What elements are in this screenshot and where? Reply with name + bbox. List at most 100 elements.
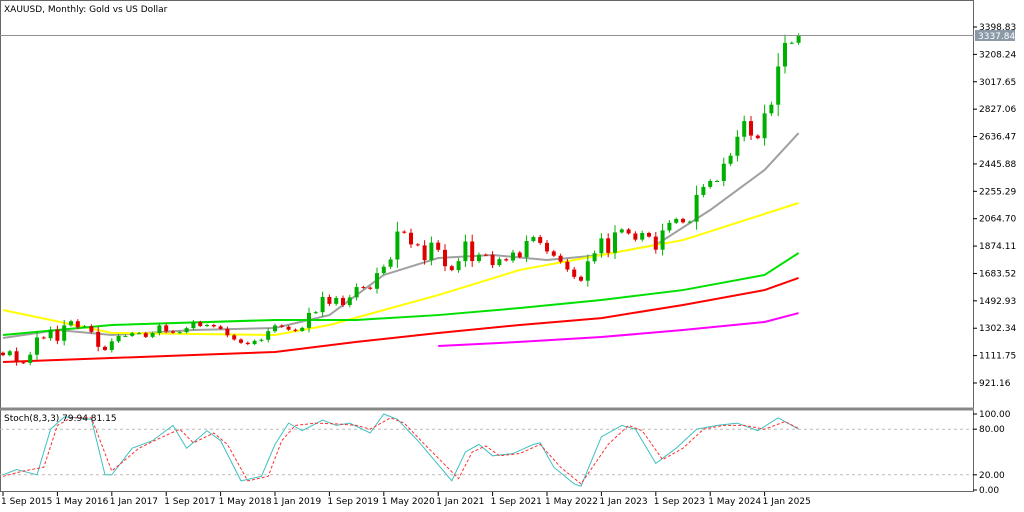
candle-body bbox=[198, 322, 203, 326]
candle-body bbox=[89, 326, 94, 332]
candle-body bbox=[157, 325, 162, 334]
candle-body bbox=[769, 104, 774, 114]
x-tick-label: 1 May 2024 bbox=[708, 497, 761, 507]
x-tick-label: 1 May 2016 bbox=[55, 497, 108, 507]
candle-body bbox=[177, 332, 182, 334]
y-tick-label: 3398.83 bbox=[979, 23, 1016, 33]
candle-body bbox=[150, 333, 155, 337]
x-tick-label: 1 Sep 2017 bbox=[164, 497, 215, 507]
candle-body bbox=[613, 232, 617, 253]
candle-body bbox=[551, 251, 556, 256]
candle-body bbox=[538, 237, 543, 243]
candle-body bbox=[7, 351, 12, 356]
candle-body bbox=[572, 269, 577, 277]
candle-body bbox=[429, 242, 434, 261]
x-tick-label: 1 Jan 2021 bbox=[436, 497, 484, 507]
candle-body bbox=[320, 296, 325, 313]
x-tick-label: 1 May 2018 bbox=[219, 497, 272, 507]
candle-body bbox=[449, 266, 454, 271]
price-axis: 3398.83 3208.24 3017.65 2827.06 2636.47 2445.… bbox=[973, 23, 1016, 389]
candle-body bbox=[721, 163, 726, 182]
candle-body bbox=[728, 155, 733, 164]
candle-body bbox=[436, 242, 441, 250]
candle-body bbox=[48, 329, 53, 339]
x-tick-label: 1 Sep 2021 bbox=[491, 497, 542, 507]
candle-body bbox=[273, 325, 277, 332]
candle-body bbox=[667, 222, 672, 231]
candle-body bbox=[796, 35, 801, 43]
candle-body bbox=[762, 113, 767, 139]
candle-body bbox=[497, 259, 502, 266]
candle-body bbox=[341, 297, 345, 306]
y-tick-label: 2636.47 bbox=[979, 133, 1016, 143]
candle-body bbox=[783, 42, 787, 67]
candle-body bbox=[218, 326, 223, 329]
candle-body bbox=[545, 242, 549, 252]
candle-body bbox=[558, 255, 563, 262]
stoch-tick-label: 0.00 bbox=[979, 486, 999, 496]
candle-body bbox=[381, 266, 386, 274]
candle-body bbox=[388, 259, 393, 267]
candle-body bbox=[619, 229, 624, 233]
candle-body bbox=[69, 321, 73, 326]
candle-body bbox=[266, 331, 271, 340]
candle-body bbox=[171, 331, 175, 333]
y-tick-label: 3017.65 bbox=[979, 78, 1016, 88]
candle-body bbox=[470, 241, 475, 262]
chart-title: XAUUSD, Monthly: Gold vs US Dollar bbox=[4, 5, 168, 15]
candle-body bbox=[313, 312, 318, 314]
candle-body bbox=[123, 335, 128, 337]
candle-body bbox=[232, 335, 237, 340]
candle-body bbox=[164, 325, 169, 332]
candle-body bbox=[660, 230, 665, 250]
candle-body bbox=[62, 325, 67, 341]
y-tick-label: 1111.75 bbox=[979, 352, 1016, 362]
candle-body bbox=[41, 337, 46, 339]
candle-body bbox=[259, 339, 264, 341]
y-tick-label: 1302.34 bbox=[979, 324, 1016, 334]
candle-body bbox=[361, 287, 366, 289]
candle-body bbox=[409, 232, 413, 245]
y-tick-label: 2445.88 bbox=[979, 160, 1016, 170]
x-tick-label: 1 Jan 2017 bbox=[110, 497, 158, 507]
candle-body bbox=[626, 229, 631, 234]
y-tick-label: 2827.06 bbox=[979, 105, 1016, 115]
candle-body bbox=[116, 335, 121, 342]
candle-body bbox=[517, 252, 522, 258]
candle-body bbox=[755, 135, 760, 139]
candle-body bbox=[239, 339, 243, 343]
candle-body bbox=[21, 362, 26, 364]
candle-body bbox=[96, 331, 101, 347]
candle-body bbox=[687, 221, 692, 223]
stoch-tick-label: 20.00 bbox=[979, 471, 1005, 481]
moving-averages bbox=[2, 132, 800, 364]
candle-body bbox=[327, 296, 332, 304]
candle-body bbox=[715, 181, 719, 183]
candle-body bbox=[681, 218, 685, 223]
y-tick-label: 1683.52 bbox=[979, 269, 1016, 279]
candle-body bbox=[75, 321, 80, 328]
y-tick-label: 2064.70 bbox=[979, 215, 1016, 225]
x-tick-label: 1 Sep 2019 bbox=[327, 497, 379, 507]
candle-body bbox=[640, 233, 645, 240]
candle-body bbox=[103, 346, 107, 350]
time-axis: 1 Sep 2015 1 May 2016 1 Jan 2017 1 Sep 2017… bbox=[1, 492, 811, 507]
candle-body bbox=[443, 249, 447, 267]
candle-body bbox=[735, 136, 740, 156]
x-tick-label: 1 May 2020 bbox=[382, 497, 435, 507]
candle-body bbox=[211, 324, 216, 327]
candle-body bbox=[279, 325, 284, 327]
candle-body bbox=[456, 261, 461, 271]
candle-body bbox=[415, 244, 420, 246]
candle-body bbox=[422, 245, 427, 261]
candle-body bbox=[395, 231, 400, 260]
candle-body bbox=[205, 324, 209, 326]
stochastic-lines bbox=[0, 413, 973, 487]
stoch-tick-label: 80.00 bbox=[979, 425, 1005, 435]
x-tick-label: 1 Jan 2025 bbox=[763, 497, 811, 507]
moving-average-line-0 bbox=[2, 132, 800, 340]
candle-body bbox=[701, 186, 706, 195]
x-tick-label: 1 Sep 2015 bbox=[1, 497, 52, 507]
